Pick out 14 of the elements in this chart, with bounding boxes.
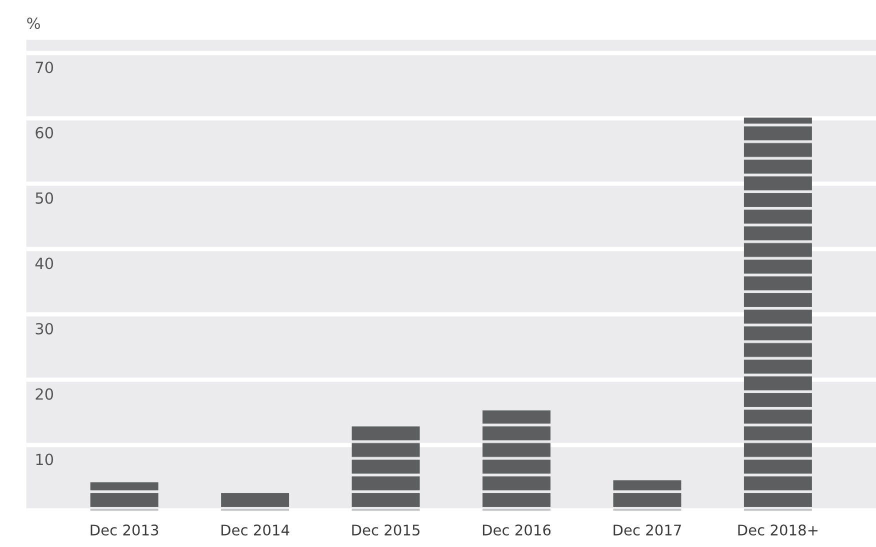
y-tick-label: 30 (36, 322, 54, 334)
y-axis-title: % (27, 17, 40, 30)
x-tick-label: Dec 2018+ (738, 524, 818, 536)
y-tick-label: 50 (36, 192, 54, 204)
y-tick-label: 40 (35, 258, 54, 270)
x-tick-label: Dec 2017 (614, 524, 681, 536)
y-tick-label: 20 (36, 388, 54, 400)
y-tick-label: 70 (36, 62, 54, 74)
y-tick-label: 60 (36, 126, 54, 138)
y-tick-label: 10 (36, 454, 54, 466)
x-tick-label: Dec 2015 (352, 524, 420, 536)
x-tick-label: Dec 2016 (482, 524, 551, 536)
x-tick-label: Dec 2013 (90, 524, 158, 536)
x-tick-label: Dec 2014 (221, 524, 290, 536)
